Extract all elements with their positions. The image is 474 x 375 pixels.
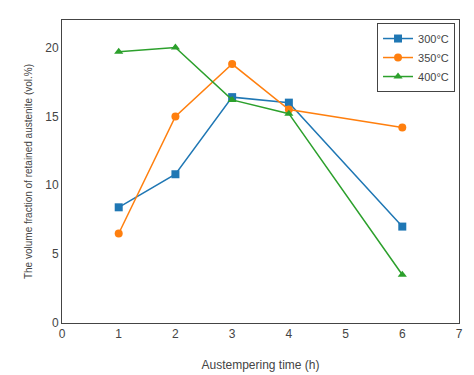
svg-text:5: 5	[52, 247, 59, 261]
svg-text:6: 6	[399, 327, 406, 341]
svg-text:300°C: 300°C	[418, 33, 449, 45]
svg-text:20: 20	[45, 41, 59, 55]
svg-text:1: 1	[115, 327, 122, 341]
svg-text:15: 15	[45, 110, 59, 124]
svg-text:0: 0	[59, 327, 66, 341]
svg-text:5: 5	[342, 327, 349, 341]
svg-text:400°C: 400°C	[418, 71, 449, 83]
svg-text:Austempering time (h): Austempering time (h)	[201, 358, 319, 372]
svg-text:4: 4	[286, 327, 293, 341]
svg-text:3: 3	[229, 327, 236, 341]
svg-text:350°C: 350°C	[418, 52, 449, 64]
svg-text:The volume fraction of retaine: The volume fraction of retained austenit…	[23, 64, 34, 279]
svg-text:2: 2	[172, 327, 179, 341]
svg-text:10: 10	[45, 178, 59, 192]
svg-text:7: 7	[456, 327, 463, 341]
svg-text:0: 0	[52, 316, 59, 330]
